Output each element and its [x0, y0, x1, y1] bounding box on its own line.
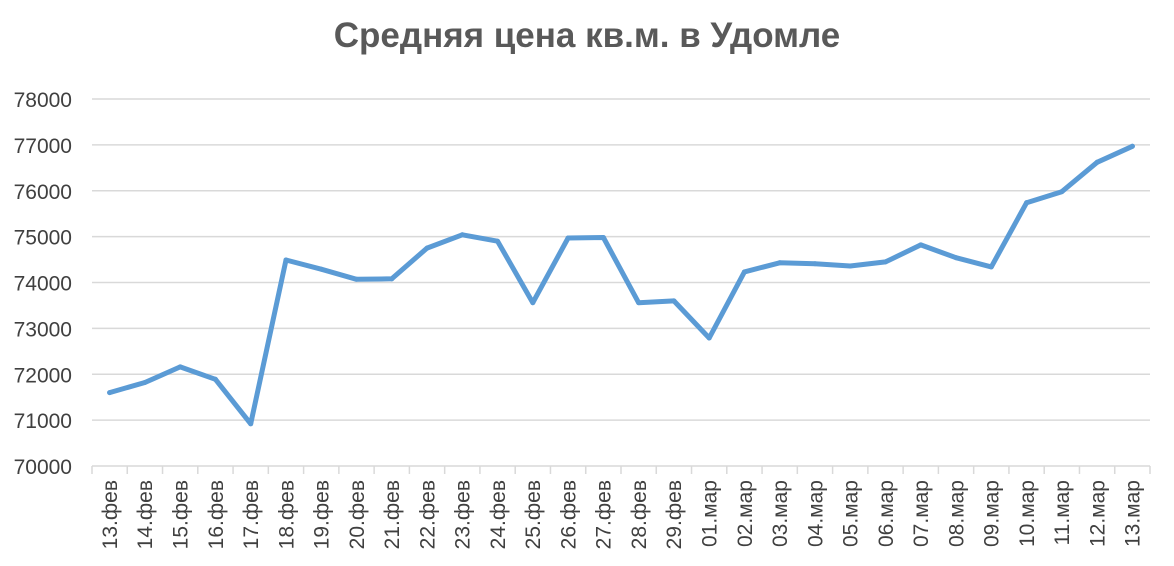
x-tick-label: 15.фев	[170, 480, 193, 549]
data-point	[177, 364, 183, 370]
x-tick-label: 08.мар	[945, 480, 968, 547]
data-point	[283, 257, 289, 263]
x-tick-label: 28.фев	[628, 480, 651, 549]
data-point	[883, 259, 888, 265]
x-tick-label: 03.мар	[769, 480, 792, 547]
data-point	[107, 390, 113, 396]
x-tick-label: 25.фев	[522, 480, 545, 549]
data-point	[741, 269, 747, 275]
y-tick-label: 72000	[14, 364, 72, 387]
data-point	[565, 235, 571, 241]
chart-title: Средняя цена кв.м. в Удомле	[333, 16, 841, 55]
x-tick-label: 22.фев	[416, 480, 439, 549]
y-tick-label: 76000	[14, 181, 72, 204]
gridlines	[92, 98, 1150, 421]
data-point	[389, 276, 395, 282]
x-tick-label: 26.фев	[557, 480, 580, 549]
x-tick-label: 17.фев	[240, 480, 263, 549]
y-tick-label: 75000	[14, 227, 72, 250]
data-point	[918, 242, 924, 248]
x-tick-label: 05.мар	[840, 480, 863, 547]
x-tick-label: 11.мар	[1051, 480, 1074, 545]
data-point	[812, 261, 818, 267]
y-tick-label: 73000	[14, 318, 72, 341]
data-point	[1059, 189, 1065, 195]
y-axis: 70000 71000 72000 73000 74000 75000 76000 77000…	[14, 89, 72, 479]
x-tick-label: 21.фев	[381, 480, 404, 549]
y-tick-label: 70000	[14, 456, 72, 479]
x-axis: 13.фев 14.фев 15.фев 16.фев 17.фев 18.фев 19.ф…	[91, 465, 1151, 549]
data-point	[1024, 200, 1030, 206]
data-point	[248, 421, 254, 427]
data-point	[318, 266, 324, 272]
data-point	[354, 276, 359, 282]
data-point	[212, 376, 218, 382]
x-tick-label: 01.мар	[699, 480, 722, 547]
x-tick-label: 19.фев	[311, 480, 334, 549]
x-tick-label: 27.фев	[593, 480, 616, 549]
x-tick-label: 24.фев	[487, 480, 510, 549]
data-point	[142, 380, 148, 386]
x-tick-label: 07.мар	[910, 480, 933, 547]
x-tick-label: 18.фев	[275, 480, 298, 549]
data-point	[424, 245, 430, 251]
data-point	[706, 335, 712, 341]
data-point	[636, 300, 642, 306]
data-point	[530, 300, 536, 306]
x-tick-label: 16.фев	[205, 480, 228, 549]
x-tick-label: 29.фев	[663, 480, 686, 549]
data-point	[988, 264, 994, 270]
x-tick-label: 20.фев	[346, 480, 369, 549]
x-tick-label: 02.мар	[734, 480, 757, 547]
x-tick-label: 13.фев	[99, 480, 122, 549]
data-point	[495, 238, 501, 244]
y-tick-label: 78000	[14, 89, 72, 112]
data-point	[600, 235, 606, 241]
y-tick-label: 71000	[14, 410, 72, 433]
data-point	[777, 260, 783, 266]
y-tick-label: 77000	[14, 135, 72, 158]
x-tick-label: 09.мар	[981, 480, 1004, 547]
series	[107, 143, 1135, 427]
data-point	[671, 298, 677, 304]
y-tick-label: 74000	[14, 273, 72, 296]
data-point	[1094, 159, 1100, 165]
data-point	[1129, 143, 1135, 149]
x-tick-label: 06.мар	[875, 480, 898, 547]
data-point	[953, 255, 959, 261]
x-tick-label: 23.фев	[452, 480, 475, 549]
x-tick-label: 13.мар	[1122, 480, 1145, 547]
x-tick-label: 10.мар	[1016, 480, 1039, 547]
x-tick-label: 04.мар	[804, 480, 827, 547]
x-tick-label: 14.фев	[134, 480, 157, 549]
data-point	[847, 263, 853, 269]
data-point	[459, 232, 465, 238]
x-tick-label: 12.мар	[1086, 480, 1109, 547]
series-line	[107, 143, 1135, 427]
